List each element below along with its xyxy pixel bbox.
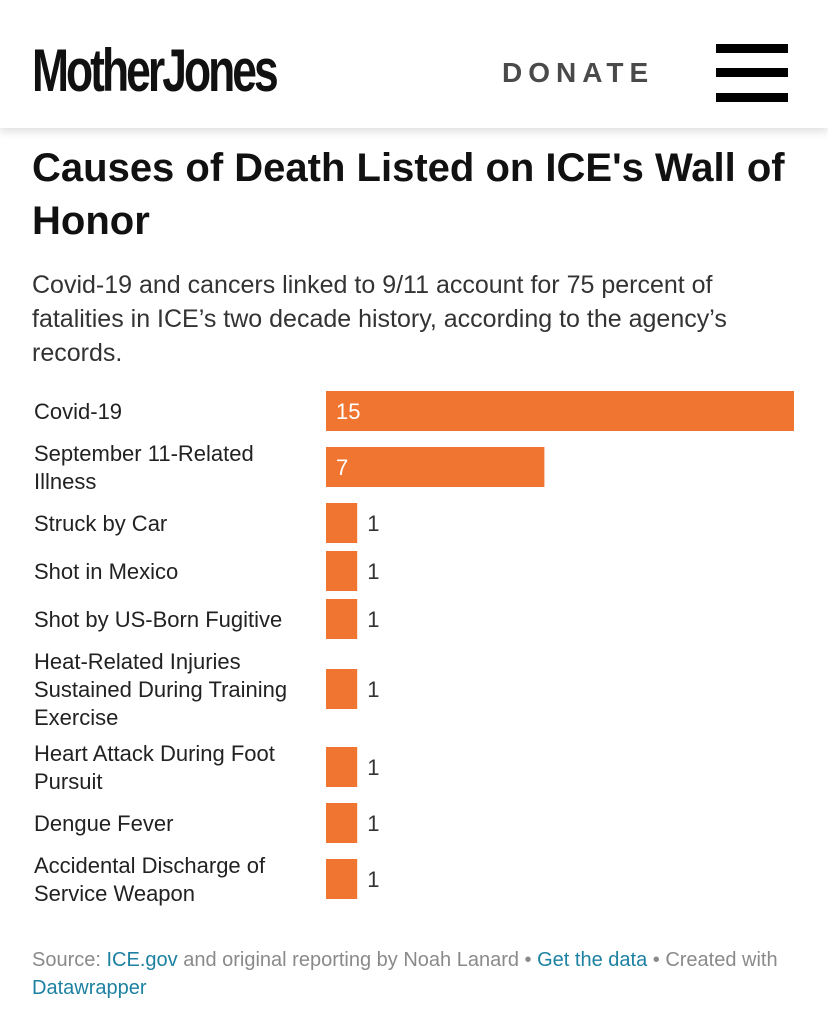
- mother-jones-logo[interactable]: MotherJones: [32, 37, 279, 104]
- category-label: Heat-Related Injuries Sustained During Tr…: [34, 649, 287, 730]
- bar[interactable]: [326, 391, 794, 431]
- category-label: Struck by Car: [34, 511, 167, 536]
- donate-button[interactable]: DONATE: [502, 57, 655, 88]
- value-label: 1: [367, 755, 379, 780]
- bar[interactable]: [326, 503, 358, 543]
- created-with-text: Created with: [665, 949, 778, 971]
- bar[interactable]: [326, 803, 358, 843]
- site-header: MotherJones DONATE: [0, 0, 828, 128]
- bar[interactable]: [326, 747, 358, 787]
- menu-bar: [716, 93, 788, 102]
- separator: •: [518, 949, 538, 971]
- value-label: 1: [367, 677, 379, 702]
- hamburger-menu-icon[interactable]: [716, 44, 788, 102]
- menu-bar: [716, 68, 788, 77]
- category-label: Shot in Mexico: [34, 559, 178, 584]
- bar[interactable]: [326, 859, 358, 899]
- value-label: 15: [336, 399, 360, 424]
- chart-subtitle: Covid-19 and cancers linked to 9/11 acco…: [32, 271, 727, 367]
- value-label: 1: [367, 867, 379, 892]
- source-text: and original reporting by Noah Lanard: [177, 949, 519, 971]
- category-label: Covid-19: [34, 399, 122, 424]
- bar[interactable]: [326, 551, 358, 591]
- value-label: 1: [367, 559, 379, 584]
- bar[interactable]: [326, 447, 545, 487]
- chart-footer: Source: ICE.gov and original reporting b…: [32, 946, 802, 1002]
- category-label: Accidental Discharge of Service Weapon: [34, 853, 266, 906]
- value-label: 7: [336, 455, 348, 480]
- value-label: 1: [367, 607, 379, 632]
- category-label: Heart Attack During Foot Pursuit: [34, 741, 275, 794]
- bar[interactable]: [326, 599, 358, 639]
- menu-bar: [716, 44, 788, 53]
- category-label: Dengue Fever: [34, 811, 173, 836]
- datawrapper-link[interactable]: Datawrapper: [32, 977, 147, 999]
- source-link[interactable]: ICE.gov: [106, 949, 178, 971]
- bar[interactable]: [326, 669, 358, 709]
- category-label: Shot by US-Born Fugitive: [34, 607, 282, 632]
- source-prefix: Source:: [32, 949, 107, 971]
- chart-title: Causes of Death Listed on ICE's Wall of …: [32, 146, 785, 243]
- separator: •: [647, 949, 666, 971]
- category-label: September 11-Related Illness: [34, 441, 254, 494]
- value-label: 1: [367, 811, 379, 836]
- get-the-data-link[interactable]: Get the data: [537, 949, 648, 971]
- value-label: 1: [367, 511, 379, 536]
